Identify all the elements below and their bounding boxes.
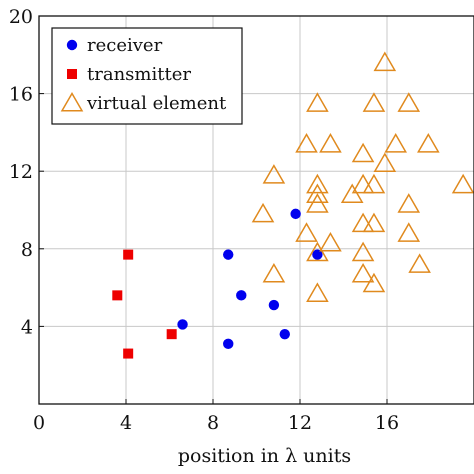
transmitter-point [123, 249, 134, 260]
virtual-element-point [373, 152, 397, 172]
virtual-element-point [351, 241, 375, 262]
receiver-point [223, 338, 234, 350]
virtual-element-point [408, 253, 431, 273]
x-tick-label: 8 [207, 412, 219, 434]
virtual-element-point [351, 142, 375, 163]
virtual-element-point [362, 92, 386, 112]
receiver-point [223, 249, 234, 260]
transmitter-point [123, 348, 134, 359]
virtual-element-point [351, 212, 375, 233]
virtual-element-point [306, 92, 329, 112]
virtual-element-point [306, 193, 329, 213]
virtual-element-point [340, 183, 364, 204]
virtual-element-point [319, 133, 342, 153]
virtual-element-point [397, 92, 421, 112]
virtual-element-point [362, 272, 386, 293]
virtual-element-point [351, 173, 375, 194]
y-tick-label: 12 [9, 161, 33, 183]
virtual-element-point [262, 164, 286, 184]
virtual-element-point [319, 231, 342, 252]
virtual-element-point [306, 241, 329, 262]
x-tick-label: 12 [288, 412, 312, 434]
virtual-element-point [306, 183, 329, 204]
legend-marker-receiver [66, 39, 78, 51]
x-tick-label: 4 [120, 412, 132, 434]
legend-marker-virtual-element [60, 92, 84, 112]
legend-label-virtual-element: virtual element [86, 93, 227, 114]
receiver-point [312, 249, 323, 260]
legend-marker-transmitter [67, 69, 77, 79]
x-tick-label: 0 [33, 412, 45, 434]
transmitter-point [166, 329, 177, 340]
virtual-element-point [397, 193, 421, 213]
y-tick-label: 8 [21, 239, 33, 261]
y-tick-label: 16 [9, 84, 33, 106]
plot-frame [38, 15, 474, 405]
virtual-element-point [362, 212, 386, 233]
transmitter-point [112, 290, 123, 301]
data-points [112, 51, 474, 359]
receiver-point [279, 328, 290, 340]
y-tick-label: 4 [21, 316, 33, 338]
receiver-point [236, 290, 247, 301]
legend: receiver transmitter virtual element [51, 27, 243, 125]
virtual-element-point [384, 133, 408, 153]
receiver-point [268, 299, 280, 311]
virtual-element-point [262, 263, 286, 283]
virtual-element-point [362, 173, 386, 194]
receiver-point [290, 208, 301, 220]
receiver-point [177, 319, 188, 330]
virtual-element-point [251, 202, 275, 223]
virtual-element-point [417, 133, 440, 153]
y-tick-label: 20 [9, 6, 33, 28]
legend-label-receiver: receiver [87, 35, 163, 56]
virtual-element-point [295, 133, 318, 153]
virtual-element-point [373, 51, 397, 72]
virtual-element-point [306, 282, 329, 302]
axis-ticks: 0 4 8 12 16 4 8 12 16 20 [9, 6, 399, 434]
virtual-element-point [451, 173, 474, 194]
legend-label-transmitter: transmitter [87, 64, 191, 85]
virtual-element-point [306, 173, 329, 194]
x-tick-label: 16 [375, 412, 399, 434]
virtual-element-point [397, 222, 421, 242]
virtual-element-point [351, 263, 375, 283]
x-axis-label: position in λ units [178, 445, 351, 467]
virtual-element-point [295, 222, 318, 242]
legend-box [51, 27, 243, 125]
legend-items: receiver transmitter virtual element [60, 35, 227, 114]
